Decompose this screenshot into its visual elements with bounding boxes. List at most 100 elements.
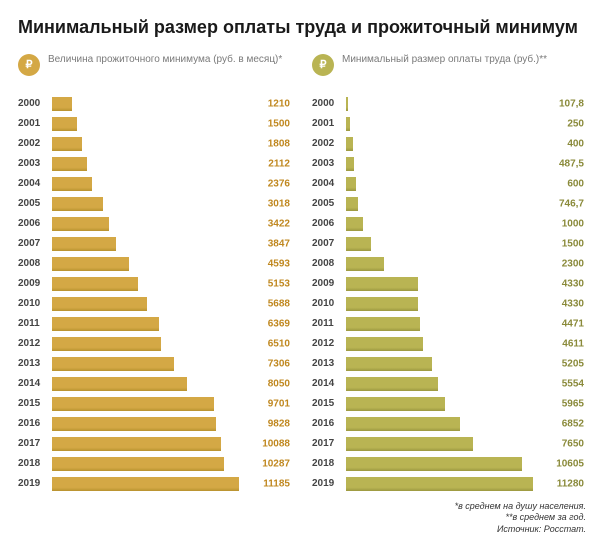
bar-area: 2112 bbox=[52, 155, 292, 173]
year-label: 2006 bbox=[18, 218, 52, 229]
year-label: 2011 bbox=[312, 318, 346, 329]
value-label: 5965 bbox=[562, 398, 584, 409]
chart-row: 2017 7650 bbox=[312, 435, 586, 453]
chart-row: 201810287 bbox=[18, 455, 292, 473]
bar bbox=[346, 297, 418, 311]
chart-row: 20021808 bbox=[18, 135, 292, 153]
bar bbox=[52, 377, 187, 391]
chart-row: 20071500 bbox=[312, 235, 586, 253]
year-label: 2010 bbox=[18, 298, 52, 309]
year-label: 2002 bbox=[18, 138, 52, 149]
year-label: 2013 bbox=[312, 358, 346, 369]
year-label: 2014 bbox=[18, 378, 52, 389]
chart-row: 2016 9828 bbox=[18, 415, 292, 433]
value-label: 5153 bbox=[268, 278, 290, 289]
year-label: 2012 bbox=[312, 338, 346, 349]
chart-row: 2009 5153 bbox=[18, 275, 292, 293]
year-label: 2015 bbox=[312, 398, 346, 409]
chart-row: 2006 1000 bbox=[312, 215, 586, 233]
bar-area: 5153 bbox=[52, 275, 292, 293]
bar-area: 2376 bbox=[52, 175, 292, 193]
chart-row: 2015 5965 bbox=[312, 395, 586, 413]
bar-area: 250 bbox=[346, 115, 586, 133]
bar bbox=[346, 117, 350, 131]
year-label: 2008 bbox=[18, 258, 52, 269]
chart-right-rows: 2000107,8200125020024002003487,520046002… bbox=[312, 95, 586, 493]
bar bbox=[346, 317, 420, 331]
chart-row: 20063422 bbox=[18, 215, 292, 233]
year-label: 2003 bbox=[312, 158, 346, 169]
bar bbox=[52, 97, 72, 111]
bar-area: 3422 bbox=[52, 215, 292, 233]
bar-area: 4593 bbox=[52, 255, 292, 273]
bar bbox=[52, 397, 214, 411]
chart-row: 20094330 bbox=[312, 275, 586, 293]
bar bbox=[346, 457, 522, 471]
year-label: 2009 bbox=[18, 278, 52, 289]
value-label: 4330 bbox=[562, 298, 584, 309]
year-label: 2017 bbox=[312, 438, 346, 449]
bar bbox=[346, 277, 418, 291]
year-label: 2016 bbox=[18, 418, 52, 429]
bar bbox=[52, 137, 82, 151]
value-label: 8050 bbox=[268, 378, 290, 389]
year-label: 2001 bbox=[312, 118, 346, 129]
bar bbox=[346, 397, 445, 411]
chart-row: 20159701 bbox=[18, 395, 292, 413]
bar-area: 5688 bbox=[52, 295, 292, 313]
year-label: 2013 bbox=[18, 358, 52, 369]
value-label: 6852 bbox=[562, 418, 584, 429]
bar bbox=[52, 277, 138, 291]
value-label: 9828 bbox=[268, 418, 290, 429]
chart-left-rows: 2000121020011500200218082003211220042376… bbox=[18, 95, 292, 493]
footnote-line: Источник: Росстат. bbox=[18, 524, 586, 536]
bar bbox=[52, 197, 103, 211]
chart-row: 20166852 bbox=[312, 415, 586, 433]
bar bbox=[52, 457, 224, 471]
chart-row: 20042376 bbox=[18, 175, 292, 193]
year-label: 2019 bbox=[18, 478, 52, 489]
bar bbox=[346, 437, 473, 451]
value-label: 7650 bbox=[562, 438, 584, 449]
footnote: *в среднем на душу населения. **в средне… bbox=[18, 501, 586, 536]
bar bbox=[52, 117, 77, 131]
year-label: 2011 bbox=[18, 318, 52, 329]
bar-area: 107,8 bbox=[346, 95, 586, 113]
bar-area: 4330 bbox=[346, 295, 586, 313]
value-label: 2376 bbox=[268, 178, 290, 189]
bar bbox=[52, 177, 92, 191]
bar-area: 6510 bbox=[52, 335, 292, 353]
value-label: 11280 bbox=[557, 478, 584, 489]
bar-area: 6369 bbox=[52, 315, 292, 333]
bar-area: 487,5 bbox=[346, 155, 586, 173]
year-label: 2006 bbox=[312, 218, 346, 229]
chart-row: 2004600 bbox=[312, 175, 586, 193]
bar bbox=[52, 217, 109, 231]
value-label: 487,5 bbox=[559, 158, 584, 169]
chart-right: ₽ Минимальный размер оплаты труда (руб.)… bbox=[312, 53, 586, 493]
chart-left-header: ₽ Величина прожиточного минимума (руб. в… bbox=[18, 53, 292, 85]
value-label: 1000 bbox=[562, 218, 584, 229]
year-label: 2018 bbox=[18, 458, 52, 469]
bar-area: 5205 bbox=[346, 355, 586, 373]
year-label: 2017 bbox=[18, 438, 52, 449]
bar-area: 9701 bbox=[52, 395, 292, 413]
chart-row: 2005746,7 bbox=[312, 195, 586, 213]
year-label: 2014 bbox=[312, 378, 346, 389]
value-label: 10605 bbox=[556, 458, 584, 469]
chart-row: 20145554 bbox=[312, 375, 586, 393]
year-label: 2005 bbox=[18, 198, 52, 209]
year-label: 2019 bbox=[312, 478, 346, 489]
chart-row: 20082300 bbox=[312, 255, 586, 273]
chart-row: 201911185 bbox=[18, 475, 292, 493]
chart-left: ₽ Величина прожиточного минимума (руб. в… bbox=[18, 53, 292, 493]
bar-area: 1500 bbox=[346, 235, 586, 253]
chart-row: 201810605 bbox=[312, 455, 586, 473]
year-label: 2005 bbox=[312, 198, 346, 209]
bar bbox=[52, 237, 116, 251]
bar-area: 1808 bbox=[52, 135, 292, 153]
value-label: 400 bbox=[567, 138, 584, 149]
value-label: 250 bbox=[567, 118, 584, 129]
bar-area: 3847 bbox=[52, 235, 292, 253]
year-label: 2007 bbox=[18, 238, 52, 249]
